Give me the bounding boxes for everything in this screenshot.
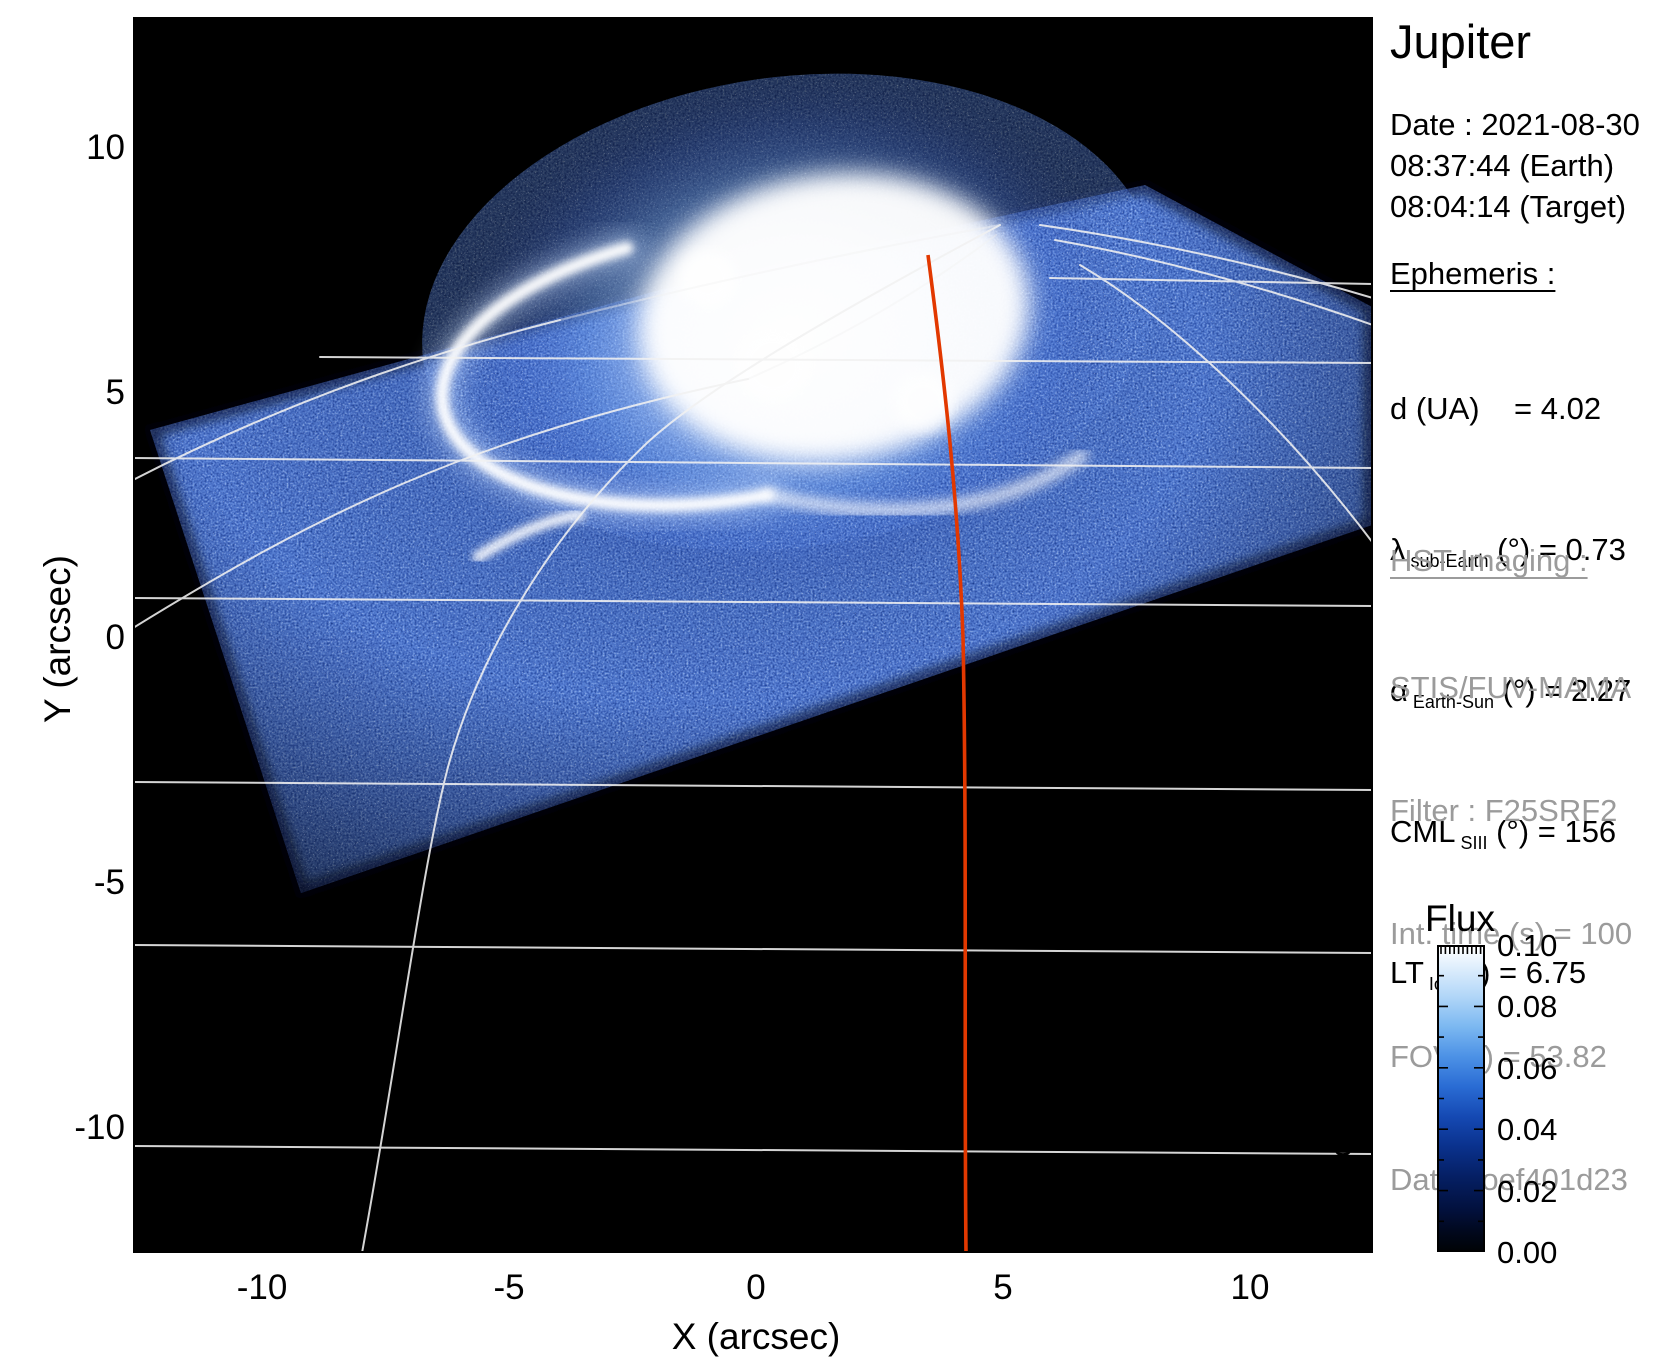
ephemeris-row: CML SIII (°) = 156 bbox=[1390, 814, 1617, 853]
meridian-line bbox=[133, 378, 749, 629]
colorbar-title: Flux bbox=[1425, 898, 1495, 939]
meridian-line bbox=[559, 224, 1001, 321]
date-line: Date : 2021-08-30 bbox=[1390, 107, 1640, 142]
y-tick-label: 10 bbox=[86, 128, 125, 167]
ephemeris-heading: Ephemeris : bbox=[1390, 256, 1556, 291]
meridian-line bbox=[133, 319, 561, 481]
y-axis-label: Y (arcsec) bbox=[37, 555, 78, 723]
x-tick-label: -10 bbox=[236, 1268, 288, 1307]
y-tick-label: -5 bbox=[93, 863, 125, 902]
x-axis-label: X (arcsec) bbox=[671, 1316, 841, 1357]
graticule bbox=[133, 224, 1373, 1253]
page-title: Jupiter bbox=[1390, 15, 1532, 68]
colorbar-ticks bbox=[1439, 947, 1483, 1223]
colorbar-tick-label: 0.06 bbox=[1497, 1051, 1558, 1086]
x-tick-label: 10 bbox=[1230, 1268, 1270, 1307]
plot-frame bbox=[133, 17, 1373, 1253]
latitude-line bbox=[133, 1145, 1373, 1155]
aurora-detached-arc bbox=[472, 509, 586, 563]
ephemeris-row: d (UA) = 4.02 bbox=[1390, 391, 1602, 426]
colorbar-tick-label: 0.00 bbox=[1497, 1235, 1558, 1270]
target-time-line: 08:04:14 (Target) bbox=[1390, 189, 1627, 224]
y-tick-label: 5 bbox=[105, 373, 125, 412]
x-tick-label: 5 bbox=[993, 1268, 1013, 1307]
ephemeris-row: λ sub-Earth (°) = 0.73 bbox=[1390, 532, 1626, 571]
colorbar-tick-label: 0.08 bbox=[1497, 989, 1558, 1024]
hst-imaging-heading: HST Imaging : bbox=[1390, 543, 1588, 578]
earth-time-line: 08:37:44 (Earth) bbox=[1390, 148, 1615, 183]
red-meridian-line bbox=[926, 254, 968, 1253]
latitude-line bbox=[133, 597, 1373, 607]
main-plot bbox=[133, 17, 1373, 1253]
colorbar-tick-label: 0.10 bbox=[1497, 928, 1558, 963]
y-tick-label: 0 bbox=[105, 618, 125, 657]
latitude-line bbox=[319, 356, 1373, 364]
meridian-line bbox=[1054, 239, 1373, 326]
colorbar-unit-label: (counts.s-1) bbox=[1323, 1030, 1358, 1184]
aurora-bottom-streak bbox=[762, 449, 1089, 516]
latitude-line bbox=[133, 781, 1373, 791]
observation-datetime: Date : 2021-08-30 08:37:44 (Earth) 08:04… bbox=[1390, 104, 1640, 227]
latitude-line bbox=[133, 457, 1373, 469]
fov-line: FOV (") = 53.82 bbox=[1390, 1039, 1607, 1074]
colorbar-tick-label: 0.02 bbox=[1497, 1174, 1558, 1209]
aurora-main-oval-arc bbox=[435, 241, 775, 512]
instrument-line: STIS/FUV-MAMA bbox=[1390, 670, 1632, 705]
y-tick-label: -10 bbox=[74, 1108, 125, 1147]
x-tick-label: 0 bbox=[746, 1268, 766, 1307]
hst-imaging-info: STIS/FUV-MAMA Filter : F25SRF2 Int. time… bbox=[1390, 585, 1632, 1282]
meridian-line bbox=[361, 224, 1001, 1253]
ephemeris-row: α Earth-Sun (°) = 2.27 bbox=[1390, 673, 1632, 712]
colorbar-gradient bbox=[1437, 945, 1485, 1252]
meridian-line bbox=[1079, 264, 1373, 544]
x-tick-label: -5 bbox=[493, 1268, 525, 1307]
meridian-line bbox=[747, 234, 997, 380]
filter-line: Filter : F25SRF2 bbox=[1390, 793, 1618, 828]
colorbar-tick-label: 0.04 bbox=[1497, 1112, 1558, 1147]
meridian-line bbox=[1039, 224, 1373, 299]
latitude-line bbox=[133, 944, 1373, 954]
